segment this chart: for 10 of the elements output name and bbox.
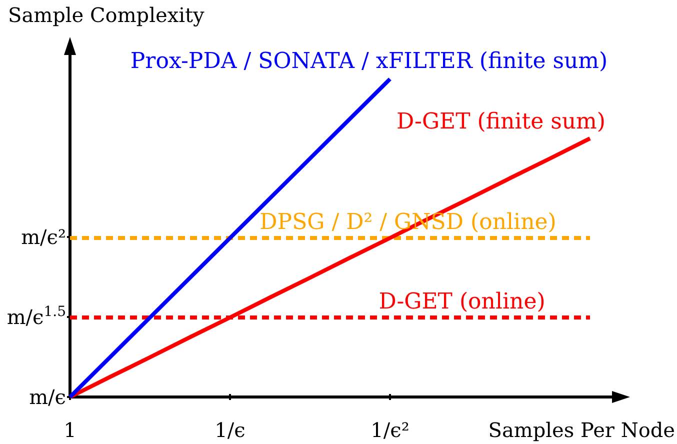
- text: m/ϵ: [29, 385, 66, 409]
- y-axis-title: Sample Complexity: [8, 3, 206, 27]
- x-tick-label: 1/ϵ²: [370, 418, 410, 442]
- x-tick-label: 1/ϵ: [214, 418, 246, 442]
- series-label: Prox-PDA / SONATA / xFILTER (finite sum): [130, 49, 608, 74]
- series-label: D-GET (finite sum): [396, 109, 606, 134]
- x-axis-title: Samples Per Node: [488, 418, 676, 442]
- x-tick-label: 1: [64, 418, 76, 442]
- text: m/ϵ²: [21, 225, 66, 249]
- series-label: D-GET (online): [378, 290, 546, 314]
